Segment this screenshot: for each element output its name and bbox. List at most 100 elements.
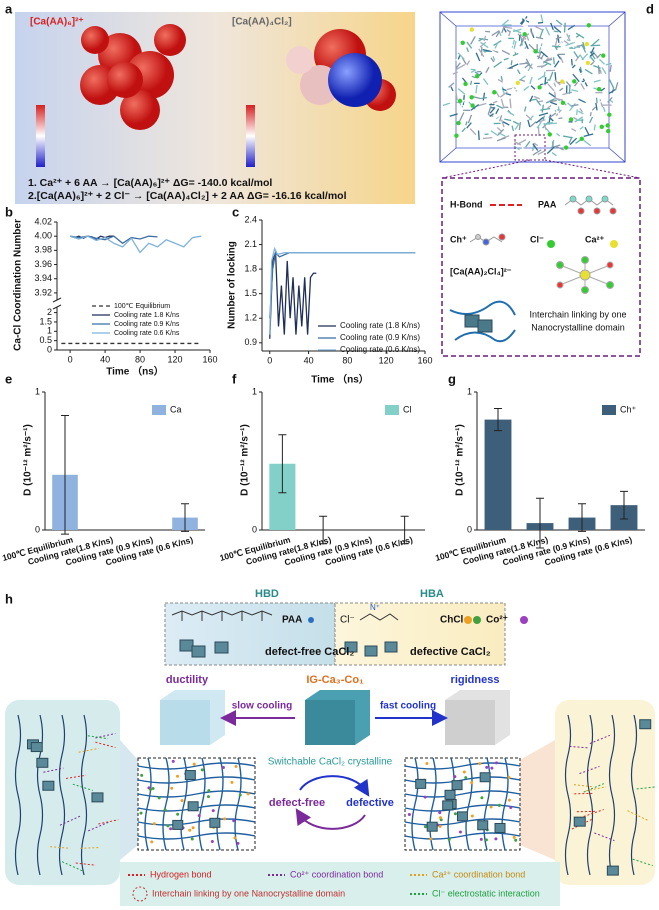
decoration (191, 645, 206, 658)
label: ChCl (440, 615, 464, 626)
molecule-bond (547, 104, 552, 109)
y-tick-label: 2.1 (244, 239, 257, 249)
molecule-bond (614, 82, 619, 91)
hba-label: HBA (420, 588, 444, 600)
decoration (477, 319, 493, 333)
legend-box (441, 177, 641, 357)
molecule-bond (577, 110, 584, 115)
molecule-bond (545, 27, 551, 36)
atom (606, 128, 611, 134)
molecule-bond (609, 72, 617, 81)
atom (515, 80, 521, 86)
bond-line (95, 732, 116, 739)
atom (568, 117, 574, 122)
y-tick-label: 3.96 (34, 259, 52, 269)
crystal (639, 719, 652, 730)
ion (232, 819, 236, 823)
molecule-title: [Ca(AA)₄Cl₂] (232, 17, 292, 28)
molecule-bond (519, 19, 525, 25)
polymer-chain (58, 714, 66, 876)
icon (464, 616, 472, 624)
decoration (601, 195, 609, 203)
molecule-bond (589, 52, 595, 57)
molecule-bond (480, 41, 489, 49)
molecule-bond (556, 54, 562, 60)
molecule-bond (567, 102, 573, 108)
error-bar (61, 414, 69, 535)
molecule-bond (609, 64, 612, 72)
atom (563, 145, 569, 150)
legend-label: Ca²⁺ coordination bond (432, 869, 525, 879)
atom (607, 112, 612, 117)
y-tick-label: 3.92 (34, 287, 52, 297)
decoration (120, 90, 160, 130)
molecule-bond (569, 40, 575, 43)
molecule-bond (595, 97, 598, 104)
molecule-bond (534, 25, 543, 31)
y-tick-label: 2 (47, 307, 52, 317)
molecule-bond (570, 96, 574, 101)
molecule-bond (518, 139, 527, 145)
molecule-bond (547, 83, 555, 92)
ion (192, 762, 196, 766)
molecule-bond (524, 63, 531, 69)
polymer-chain (144, 757, 152, 851)
ion (200, 768, 204, 772)
molecule-bond (593, 79, 601, 83)
y-tick-label: 1 (47, 326, 52, 336)
x-tick-label: 80 (342, 355, 352, 365)
legend-label: [Ca(AA)₂Cl₄]²⁻ (450, 266, 512, 276)
crystal (415, 778, 427, 789)
molecule-bond (582, 78, 588, 87)
molecule-bond (581, 53, 589, 61)
ion (494, 837, 498, 841)
ion (188, 828, 192, 832)
molecule-bond (490, 57, 495, 63)
molecule-bond (474, 71, 481, 77)
ion (169, 827, 173, 831)
legend-label: Cooling rate (0.6 K/ns) (340, 345, 420, 354)
bond-line (632, 858, 653, 867)
side-panel (555, 700, 655, 885)
ion (163, 808, 167, 812)
decoration (569, 195, 577, 203)
molecule-bond (590, 61, 595, 66)
atom (457, 98, 463, 104)
molecule-bond (493, 61, 503, 68)
molecule-bond (601, 67, 607, 75)
molecule-bond (579, 66, 583, 73)
molecule-bond (489, 107, 495, 114)
molecule-bond (548, 71, 554, 82)
crystal (451, 780, 463, 791)
molecule-bond (483, 86, 490, 92)
label: IG-Ca₃-Co₁ (306, 674, 364, 686)
polymer-chain (137, 790, 256, 798)
crystal (209, 817, 221, 828)
label: defective (346, 797, 394, 809)
polymer-chain (429, 757, 437, 851)
decoration (439, 11, 626, 163)
legend-label: Cl (403, 404, 412, 414)
bond-line (50, 846, 71, 849)
ion (170, 786, 174, 790)
crystal (187, 801, 199, 812)
decoration (286, 46, 314, 74)
polymer-chain (501, 757, 509, 851)
ion (478, 762, 482, 766)
atom (460, 40, 465, 46)
molecule-bond (573, 116, 578, 120)
molecule-bond (555, 65, 563, 73)
molecule-bond (508, 30, 512, 37)
y-tick-label: 0 (35, 524, 40, 534)
molecule-bond (540, 50, 549, 58)
molecule-bond (497, 128, 505, 136)
bond-line (636, 786, 657, 790)
molecule-bond (487, 105, 492, 115)
molecule-bond (588, 82, 591, 91)
atom (560, 100, 566, 105)
ion (453, 775, 457, 779)
panel-label: b (5, 204, 13, 219)
molecule-bond (533, 142, 539, 147)
ion (470, 781, 474, 785)
